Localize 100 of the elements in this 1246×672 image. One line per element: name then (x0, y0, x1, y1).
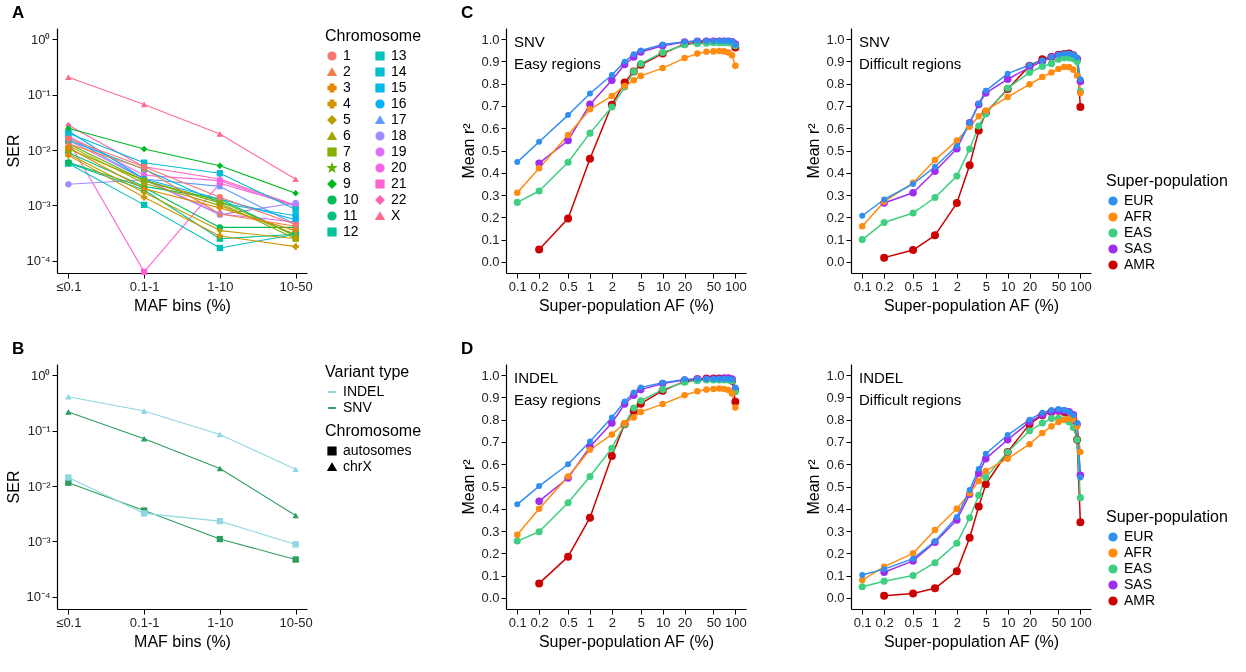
x-tick-label: 100 (725, 614, 747, 630)
annotation: SNV (514, 33, 545, 50)
x-tick-label: 5 (637, 278, 645, 294)
x-tick-label: ≤0.1 (56, 614, 82, 630)
x-tick-label: 5 (637, 614, 645, 630)
y-tick-label: 0.6 (481, 120, 500, 136)
y-tick-label: 0.1 (826, 568, 845, 584)
legend-label: 18 (391, 127, 407, 143)
x-tick-label: 50 (1051, 278, 1067, 294)
annotation: Difficult regions (859, 55, 962, 72)
annotation: SNV (859, 33, 890, 50)
x-axis-title: Super-population AF (%) (538, 296, 715, 314)
legend-title: Variant type (325, 363, 410, 380)
y-tick-label: 0.8 (481, 412, 500, 428)
y-tick-label: 10⁻¹ (27, 87, 52, 103)
x-tick-label: 20 (1022, 278, 1038, 294)
legend-label: 4 (343, 95, 351, 111)
legend-label: SNV (343, 399, 373, 415)
y-axis-title: Mean r² (805, 458, 823, 515)
x-tick-label: 50 (706, 278, 722, 294)
legend-label: EAS (1124, 224, 1153, 240)
x-tick-label: 2 (953, 614, 961, 630)
legend-label: EUR (1124, 528, 1154, 544)
x-tick-label: 2 (608, 278, 616, 294)
y-axis-title: Mean r² (460, 458, 478, 515)
x-tick-label: 1 (586, 614, 595, 630)
x-axis-title: MAF bins (%) (134, 632, 231, 650)
x-tick-label: 10-50 (279, 614, 313, 630)
y-tick-label: 0.4 (481, 501, 500, 517)
legend-label: 2 (343, 63, 351, 79)
x-tick-label: 5 (982, 614, 990, 630)
y-tick-label: 1.0 (481, 31, 500, 47)
x-tick-label: 100 (725, 278, 747, 294)
y-tick-label: 0.8 (481, 76, 500, 92)
y-tick-label: 0.4 (481, 165, 500, 181)
x-tick-label: 10 (655, 614, 671, 630)
x-tick-label: 2 (953, 278, 961, 294)
x-tick-label: 0.1-1 (129, 614, 160, 630)
legend-label: 9 (343, 175, 351, 191)
x-tick-label: 0.1 (853, 614, 872, 630)
x-axis-title: MAF bins (%) (134, 296, 231, 314)
legend-label: 16 (391, 95, 407, 111)
annotation: INDEL (859, 369, 904, 386)
x-tick-label: 10-50 (279, 278, 313, 294)
legend-label: 6 (343, 127, 351, 143)
x-tick-label: 0.5 (904, 278, 923, 294)
annotation: Easy regions (514, 391, 601, 408)
legend-title: Super-population (1106, 172, 1228, 189)
text: autosomes (343, 442, 412, 458)
legend-label: INDEL (343, 383, 385, 399)
x-tick-label: 1 (931, 278, 940, 294)
y-tick-label: 10⁻² (27, 478, 52, 494)
legend-label: 17 (391, 111, 407, 127)
y-tick-label: 1.0 (826, 367, 845, 383)
chart-title: C (461, 3, 474, 22)
y-axis-title: Mean r² (805, 122, 823, 179)
x-tick-label: 1-10 (207, 614, 234, 630)
legend-label: 21 (391, 175, 407, 191)
y-tick-label: 0.0 (481, 254, 500, 270)
y-tick-label: 10⁻³ (27, 533, 52, 549)
legend-label: 5 (343, 111, 351, 127)
y-tick-label: 0.1 (481, 568, 500, 584)
y-tick-label: 0.4 (826, 501, 845, 517)
legend-label: 7 (343, 143, 351, 159)
y-tick-label: 10⁻¹ (27, 423, 52, 439)
x-tick-label: 0.2 (530, 614, 549, 630)
y-tick-label: 0.9 (826, 389, 845, 405)
legend-label: 10 (343, 191, 359, 207)
y-tick-label: 0.9 (826, 53, 845, 69)
y-tick-label: 0.3 (481, 187, 500, 203)
legend-label: 20 (391, 159, 407, 175)
chart-title: B (12, 339, 25, 358)
y-tick-label: 0.3 (481, 523, 500, 539)
y-tick-label: 0.2 (481, 545, 500, 561)
x-tick-label: 20 (1022, 614, 1038, 630)
x-tick-label: 0.5 (559, 278, 578, 294)
y-tick-label: 0.4 (826, 165, 845, 181)
y-tick-label: 10⁻⁴ (26, 589, 51, 605)
y-tick-label: 0.0 (826, 590, 845, 606)
y-tick-label: 0.7 (826, 98, 845, 114)
x-tick-label: 0.2 (875, 278, 894, 294)
legend-title: Super-population (1106, 508, 1228, 525)
y-tick-label: 10⁰ (31, 31, 51, 47)
text: chrX (343, 458, 373, 474)
y-tick-label: 0.1 (481, 232, 500, 248)
legend-label: AFR (1124, 208, 1152, 224)
legend-label: 11 (343, 207, 358, 223)
legend-label: 8 (343, 159, 351, 175)
y-tick-label: 10⁰ (31, 367, 51, 383)
x-axis-title: Super-population AF (%) (538, 632, 715, 650)
x-tick-label: 0.1 (853, 278, 872, 294)
x-tick-label: 10 (655, 278, 671, 294)
y-tick-label: 10⁻² (27, 142, 52, 158)
x-tick-label: 1 (931, 614, 940, 630)
legend-label: AMR (1124, 256, 1156, 272)
x-tick-label: 0.5 (559, 614, 578, 630)
legend-title: Chromosome (325, 27, 422, 44)
legend-label: SAS (1124, 240, 1153, 256)
y-tick-label: 0.1 (826, 232, 845, 248)
y-tick-label: 0.5 (826, 479, 845, 494)
